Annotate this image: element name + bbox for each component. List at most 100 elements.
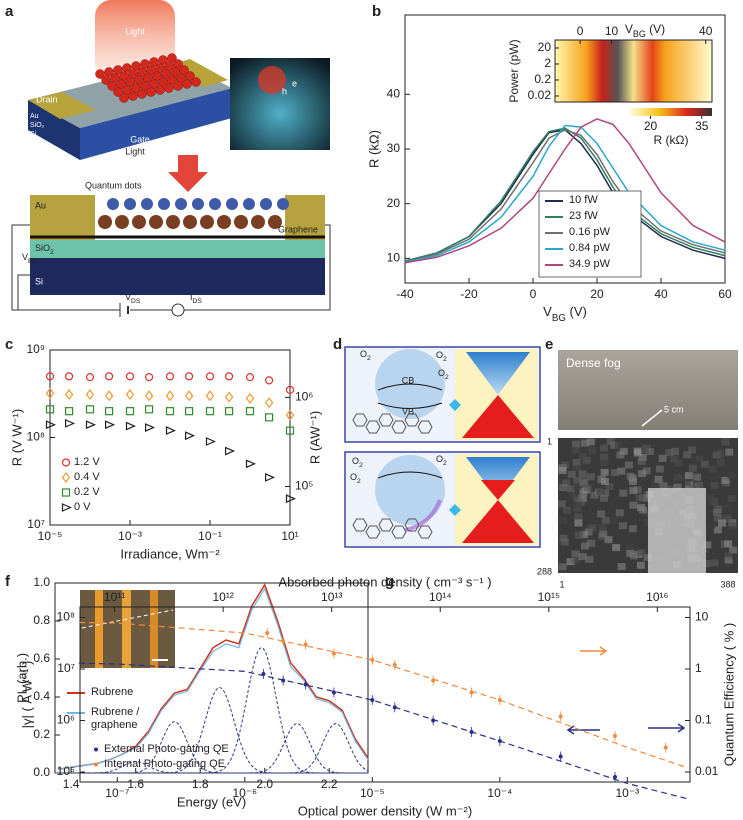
panel-label: d bbox=[333, 336, 342, 353]
label-part: 2 bbox=[359, 462, 363, 469]
qd bbox=[128, 91, 138, 101]
label-part: O bbox=[350, 472, 357, 482]
noise bbox=[562, 479, 571, 487]
x-tick-label: 1.8 bbox=[192, 777, 209, 791]
noise bbox=[693, 473, 702, 481]
y-tick-label: 10⁵ bbox=[57, 764, 75, 778]
qd bbox=[243, 198, 255, 210]
label-part: O bbox=[360, 349, 367, 359]
g-arrows bbox=[566, 646, 686, 735]
marker bbox=[144, 373, 154, 382]
source-label: Source bbox=[200, 56, 229, 66]
hexagon bbox=[404, 413, 420, 427]
legend-label: 0.4 V bbox=[74, 470, 100, 483]
light-label: Light bbox=[125, 146, 145, 156]
inset-x-tick-label: 10 bbox=[605, 24, 619, 38]
au-right bbox=[285, 195, 325, 240]
legend-label: 23 fW bbox=[569, 210, 598, 222]
noise bbox=[588, 524, 597, 532]
noise bbox=[614, 441, 623, 449]
x2-tick-label: 10¹⁶ bbox=[646, 590, 668, 604]
x2-tick-label: 10¹² bbox=[212, 590, 233, 604]
label-part: O bbox=[352, 456, 359, 466]
label-part: 2 bbox=[367, 355, 371, 362]
noise bbox=[713, 526, 722, 534]
arrow bbox=[648, 723, 686, 733]
x-tick-label: 1 bbox=[559, 579, 564, 589]
noise bbox=[638, 494, 647, 502]
qd bbox=[119, 93, 129, 103]
qd bbox=[277, 198, 289, 210]
label-part: 2 bbox=[443, 356, 447, 363]
noise bbox=[600, 453, 609, 461]
marker bbox=[245, 459, 256, 469]
marker bbox=[85, 405, 95, 414]
noise bbox=[716, 450, 725, 458]
hexagon bbox=[365, 420, 381, 434]
electron-label: e bbox=[292, 78, 297, 88]
noise bbox=[626, 549, 635, 557]
marker bbox=[45, 420, 56, 430]
marker bbox=[264, 397, 274, 409]
qd bbox=[107, 81, 117, 91]
wire bbox=[17, 274, 30, 310]
line bbox=[58, 587, 369, 770]
ids-label: IDS bbox=[190, 292, 202, 305]
x-tick-label: 10⁻⁷ bbox=[105, 786, 129, 800]
marker bbox=[104, 390, 114, 402]
noise bbox=[605, 483, 614, 491]
marker bbox=[64, 372, 74, 381]
label-part: V bbox=[543, 304, 552, 319]
noise bbox=[629, 501, 638, 509]
marker bbox=[205, 390, 215, 402]
light-label: Light bbox=[125, 26, 145, 36]
y2-axis-label: Quantum Efficiency ( % ) bbox=[721, 623, 736, 767]
inset-x-label: VBG (V) bbox=[625, 22, 665, 39]
x-tick-label: 2.0 bbox=[256, 777, 273, 791]
y-tick-label: 0.2 bbox=[33, 727, 50, 741]
noise bbox=[599, 530, 608, 538]
noise bbox=[706, 494, 715, 502]
legend-swatch bbox=[94, 762, 98, 767]
y-tick-label: 20 bbox=[387, 196, 401, 210]
x-axis-label: Irradiance, Wm⁻² bbox=[120, 546, 220, 561]
noise bbox=[641, 446, 650, 454]
drain-pad bbox=[28, 92, 96, 119]
inset-y-tick-label: 0.02 bbox=[528, 88, 552, 102]
legend-swatch bbox=[94, 747, 98, 752]
noise bbox=[688, 464, 697, 472]
si-layer bbox=[30, 258, 325, 295]
marker bbox=[431, 718, 436, 723]
noise bbox=[574, 519, 583, 527]
vds-label: VDS bbox=[125, 292, 141, 305]
panel-label: c bbox=[5, 336, 13, 353]
au-label: Au bbox=[30, 113, 39, 120]
qd bbox=[146, 87, 156, 97]
vb-label: VB bbox=[402, 406, 414, 416]
label-part: O bbox=[436, 350, 443, 360]
x-tick-label: 2.2 bbox=[321, 777, 338, 791]
qd bbox=[209, 198, 221, 210]
label-part: 2 bbox=[445, 374, 449, 381]
label-part: DS bbox=[193, 298, 203, 305]
wire bbox=[11, 224, 120, 311]
marker bbox=[224, 391, 234, 403]
noise bbox=[611, 469, 620, 477]
qd bbox=[95, 69, 105, 79]
inset-y-tick-label: 20 bbox=[538, 40, 552, 54]
graphene-label: Graphene bbox=[278, 224, 318, 234]
fit-line bbox=[78, 662, 689, 800]
line bbox=[404, 124, 726, 263]
arrow bbox=[566, 725, 600, 735]
legend-entry: 0.2 V bbox=[74, 486, 100, 498]
qd bbox=[200, 215, 214, 229]
y-axis-label: R (V W⁻¹) bbox=[9, 409, 24, 466]
y-tick-label: 0.4 bbox=[33, 689, 50, 703]
fog-photo bbox=[558, 350, 738, 430]
legend-entry: 23 fW bbox=[569, 210, 598, 222]
marker bbox=[264, 413, 274, 422]
o2-label: O2 bbox=[352, 456, 363, 469]
noise bbox=[708, 465, 717, 473]
x-tick-label: 10⁻³ bbox=[118, 529, 142, 543]
y-axis-label: R (kΩ) bbox=[366, 130, 381, 168]
